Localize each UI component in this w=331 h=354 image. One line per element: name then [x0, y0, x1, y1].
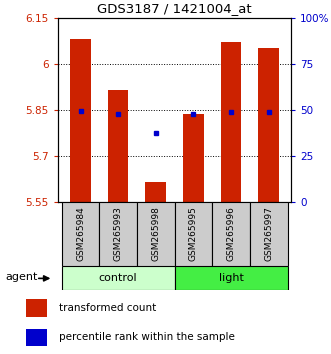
Text: GSM265993: GSM265993 [114, 206, 123, 261]
Bar [221, 42, 241, 202]
Bar [26, 299, 47, 317]
Text: light: light [218, 273, 244, 283]
Bar [259, 48, 279, 202]
Bar [175, 266, 288, 290]
Text: GSM265997: GSM265997 [264, 206, 273, 261]
Text: GSM265998: GSM265998 [151, 206, 160, 261]
Text: agent: agent [6, 272, 38, 282]
Bar [108, 90, 128, 202]
Bar [99, 202, 137, 266]
Bar [250, 202, 288, 266]
Text: percentile rank within the sample: percentile rank within the sample [59, 332, 235, 342]
Bar [70, 39, 91, 202]
Bar [175, 202, 212, 266]
Text: transformed count: transformed count [59, 303, 157, 313]
Bar [62, 202, 99, 266]
Bar [145, 182, 166, 202]
Text: GSM265996: GSM265996 [226, 206, 236, 261]
Title: GDS3187 / 1421004_at: GDS3187 / 1421004_at [97, 2, 252, 15]
Text: GSM265984: GSM265984 [76, 206, 85, 261]
Bar [62, 266, 175, 290]
Bar [183, 114, 204, 202]
Bar [26, 329, 47, 346]
Bar [137, 202, 175, 266]
Text: control: control [99, 273, 137, 283]
Text: GSM265995: GSM265995 [189, 206, 198, 261]
Bar [212, 202, 250, 266]
